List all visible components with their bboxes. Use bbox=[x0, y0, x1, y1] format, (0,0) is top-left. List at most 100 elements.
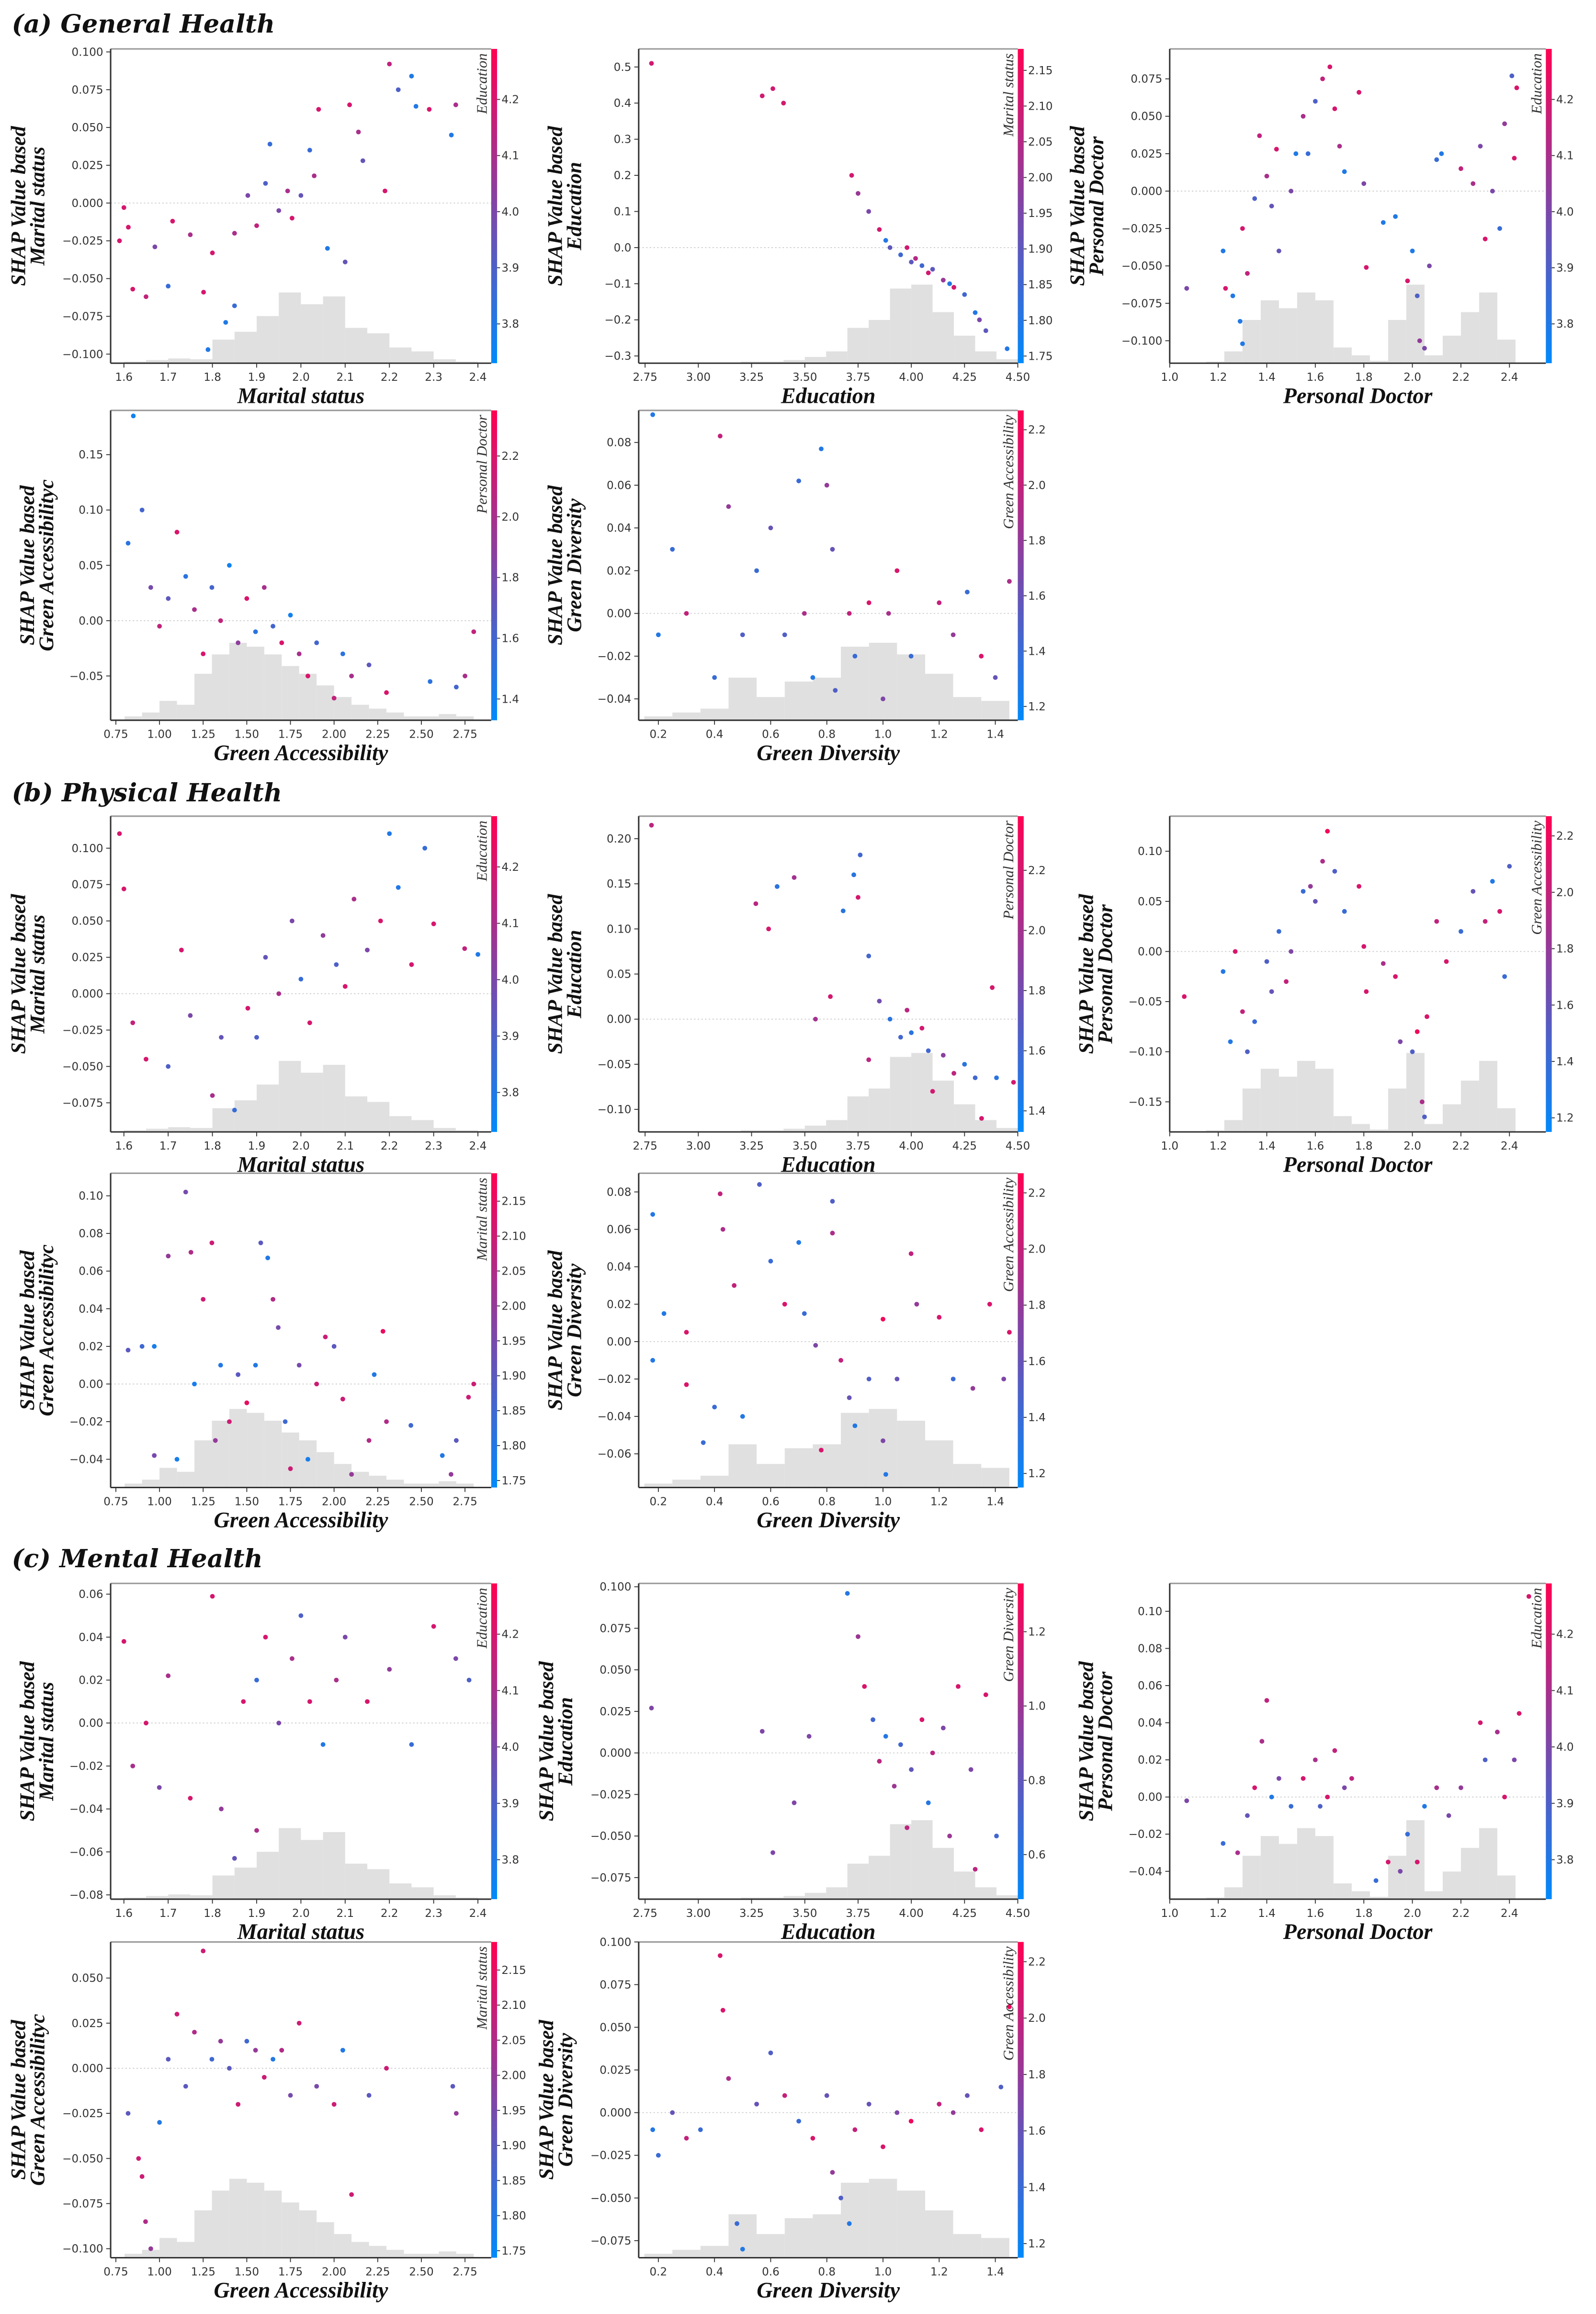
data-point bbox=[279, 2048, 284, 2053]
histogram-bar bbox=[1497, 1875, 1516, 1899]
data-point bbox=[384, 2066, 389, 2071]
data-point bbox=[781, 101, 786, 106]
data-point bbox=[157, 1785, 162, 1790]
x-tick-label: 1.6 bbox=[1306, 371, 1324, 384]
data-point bbox=[1245, 1049, 1250, 1054]
data-point bbox=[183, 1189, 188, 1195]
x-tick-label: 2.00 bbox=[322, 2266, 346, 2278]
data-point bbox=[227, 1419, 232, 1424]
histogram-bar bbox=[911, 285, 933, 364]
histogram-bar bbox=[847, 1096, 869, 1132]
histogram-bar bbox=[741, 361, 762, 364]
data-point bbox=[1512, 156, 1517, 161]
data-point bbox=[298, 193, 304, 198]
data-point bbox=[951, 285, 956, 290]
data-point bbox=[717, 433, 723, 439]
data-point bbox=[951, 1377, 956, 1381]
data-point bbox=[1422, 346, 1427, 351]
data-point bbox=[661, 1311, 667, 1316]
data-point bbox=[244, 1400, 249, 1405]
histogram-bar bbox=[168, 1127, 191, 1132]
x-axis-label: Green Accessibility bbox=[214, 1508, 388, 1532]
histogram bbox=[741, 1820, 1018, 1899]
histogram-bar bbox=[456, 2254, 474, 2258]
x-tick-label: 1.8 bbox=[1355, 371, 1373, 384]
colorbar-tick-label: 4.1 bbox=[501, 1685, 519, 1697]
data-point bbox=[306, 1457, 310, 1462]
data-point bbox=[726, 504, 731, 509]
colorbar-tick-label: 3.8 bbox=[501, 318, 519, 331]
y-axis-label-feature: Education bbox=[564, 162, 586, 251]
data-point bbox=[1223, 286, 1228, 291]
data-point bbox=[1313, 899, 1318, 904]
y-axis-label: SHAP Value based bbox=[7, 125, 30, 286]
data-point bbox=[735, 2221, 739, 2226]
data-point bbox=[413, 104, 419, 109]
histogram-bar bbox=[212, 2190, 229, 2258]
data-point bbox=[838, 2195, 843, 2200]
colorbar-tick-label: 1.2 bbox=[1028, 1626, 1046, 1639]
histogram-bar bbox=[279, 292, 301, 364]
data-point bbox=[855, 1634, 860, 1639]
data-point bbox=[453, 684, 459, 690]
histogram-bar bbox=[439, 1481, 456, 1488]
data-point bbox=[253, 629, 258, 634]
data-point bbox=[298, 977, 304, 982]
y-tick-label: −0.05 bbox=[1129, 996, 1163, 1008]
data-point bbox=[979, 2127, 984, 2132]
colorbar-gradient bbox=[1018, 49, 1024, 364]
x-tick-label: 1.0 bbox=[1161, 1907, 1178, 1920]
colorbar-label: Education bbox=[474, 53, 490, 114]
y-tick-label: −0.15 bbox=[1129, 1096, 1163, 1108]
y-axis-label: SHAP Value based bbox=[544, 125, 567, 286]
histogram-bar bbox=[1406, 285, 1425, 364]
y-tick-label: −0.08 bbox=[69, 1889, 103, 1902]
x-tick-label: 1.00 bbox=[147, 2266, 171, 2278]
histogram-bar bbox=[1279, 1076, 1297, 1132]
histogram-bar bbox=[264, 1421, 282, 1488]
colorbar-tick-label: 3.9 bbox=[1556, 1798, 1574, 1810]
histogram-bar bbox=[411, 1887, 434, 1899]
data-point bbox=[881, 696, 885, 702]
data-point bbox=[325, 246, 330, 251]
histogram-bar bbox=[421, 716, 439, 720]
data-point bbox=[157, 624, 162, 629]
histogram-bar bbox=[644, 716, 673, 720]
histogram-bar bbox=[804, 1892, 826, 1899]
data-point bbox=[994, 1834, 999, 1839]
y-tick-label: −0.06 bbox=[598, 1448, 632, 1460]
colorbar: 0.6 0.8 1.0 1.2 Green Diversity bbox=[1000, 1583, 1046, 1899]
histogram-bar bbox=[1442, 335, 1461, 364]
colorbar-tick-label: 1.4 bbox=[1556, 1056, 1574, 1068]
data-point bbox=[1252, 196, 1257, 201]
histogram bbox=[741, 285, 1018, 364]
data-point bbox=[387, 831, 392, 836]
data-point bbox=[1237, 319, 1243, 324]
histogram-bar bbox=[897, 2190, 925, 2258]
histogram-bar bbox=[1351, 1891, 1370, 1899]
y-axis-label: SHAP Value based bbox=[535, 2019, 558, 2180]
histogram-bar bbox=[813, 677, 841, 720]
histogram-bar bbox=[841, 647, 869, 720]
x-tick-label: 0.6 bbox=[762, 2266, 780, 2278]
data-point bbox=[1007, 2004, 1012, 2009]
y-tick-label: 0.3 bbox=[614, 134, 632, 146]
colorbar-tick-label: 4.2 bbox=[1556, 1629, 1574, 1641]
histogram-bar bbox=[334, 697, 352, 720]
panel-a5: 0.2 0.4 0.6 0.8 1.0 1.2 1.4 −0.04 −0.02 0.00 0.02 0… bbox=[544, 410, 1046, 765]
data-point bbox=[782, 2093, 787, 2098]
scatter-points bbox=[650, 1182, 1012, 1477]
data-point bbox=[331, 1344, 337, 1349]
histogram-bar bbox=[247, 2182, 264, 2258]
histogram-bar bbox=[981, 1468, 1009, 1488]
data-point bbox=[956, 1684, 961, 1689]
x-tick-label: 2.0 bbox=[292, 1140, 310, 1152]
data-point bbox=[1357, 90, 1361, 95]
data-point bbox=[331, 2102, 337, 2107]
histogram-bar bbox=[1333, 1883, 1352, 1899]
data-point bbox=[218, 618, 223, 623]
y-tick-label: 0.06 bbox=[79, 1588, 103, 1601]
colorbar: 1.2 1.4 1.6 1.8 2.0 2.2 Green Accessibility bbox=[1000, 1942, 1046, 2258]
colorbar-tick-label: 1.80 bbox=[1028, 315, 1053, 327]
histogram-bar bbox=[264, 2190, 282, 2258]
